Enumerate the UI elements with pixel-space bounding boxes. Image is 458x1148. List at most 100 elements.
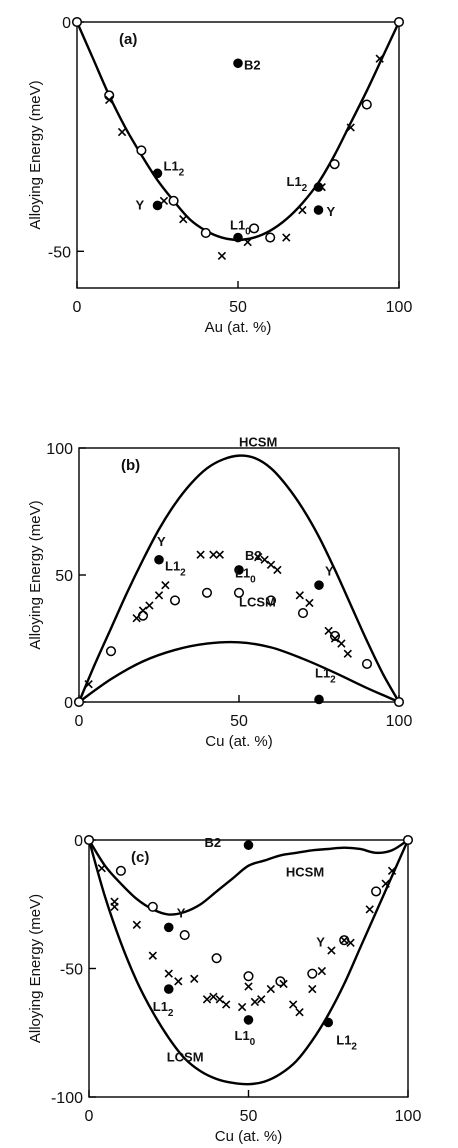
cross-point [288,1000,298,1009]
open-circle-point [83,834,95,846]
x-axis-title: Cu (at. %) [205,733,273,750]
filled-circle-point [243,1015,254,1025]
y-tick-label: 100 [46,441,73,458]
x-tick-label: 50 [230,713,248,730]
cross-point [295,1008,304,1017]
cross-point [254,553,263,562]
cross-point [154,591,164,600]
filled-circle-point [323,1017,334,1028]
x-tick-label: 0 [75,713,84,730]
cross-point [282,233,291,242]
cross-point [260,555,269,564]
cross-point [97,864,106,873]
point-annotation: Y [177,905,186,920]
filled-circle-point [314,580,324,590]
open-circle-point [211,953,222,964]
cross-point [237,1002,247,1012]
lcsm-curve [87,839,410,1086]
point-annotation: B2 [205,835,222,850]
x-tick-label: 100 [386,299,413,316]
point-annotation: L12 [165,558,186,578]
filled-circle-point [243,840,254,850]
open-circle-point [201,587,213,598]
filled-circle-point [233,232,243,243]
cross-point [375,54,384,63]
hcsm-curve [77,454,401,703]
point-annotation: B2 [245,548,262,563]
y-tick-label: -50 [60,962,83,979]
point-annotation: B2 [244,57,261,72]
cross-point [346,123,355,132]
cross-point [308,984,317,994]
filled-circle-point [234,565,244,575]
open-circle-point [169,595,181,606]
cross-point [110,902,119,911]
cross-point [381,879,390,888]
plot-frame [88,839,409,1098]
point-annotation: L12 [164,158,185,178]
x-tick-label: 100 [395,1108,422,1125]
filled-circle-point [313,205,324,215]
open-circle-point [179,930,190,941]
point-annotation: L12 [315,665,336,685]
y-tick-label: 0 [74,833,83,850]
cross-point [132,920,142,929]
cross-point [330,634,340,643]
open-circle-point [329,630,341,642]
filled-circle-point [233,58,243,69]
cross-point [244,982,253,991]
filled-circle-point [163,984,174,994]
open-circle-point [307,968,318,979]
cross-point [159,196,169,206]
cross-point [387,866,397,876]
cross-point [117,127,127,137]
cross-point [161,580,170,590]
y-axis-title: Alloying Energy (meV) [27,894,44,1043]
y-tick-label: -100 [51,1090,83,1107]
open-circle-point [147,901,158,912]
point-annotation: Y [157,534,166,549]
y-tick-label: 0 [62,15,71,32]
cross-point [196,550,205,559]
open-circle-point [115,865,126,876]
open-circle-point [361,658,373,669]
cross-point [295,591,304,600]
open-circle-point [233,587,245,598]
open-circle-point [361,99,372,110]
cross-point [148,951,157,960]
cross-point [174,977,183,986]
cross-point [132,614,141,623]
open-circle-point [200,227,211,239]
cross-point [317,182,326,192]
point-annotation: Y [316,935,325,950]
point-annotation: L10 [230,218,251,238]
point-annotation: L10 [235,566,256,586]
cross-point [340,936,349,945]
cross-point [257,995,266,1004]
cross-point [266,560,276,570]
open-circle-point [168,195,179,206]
point-annotation: L12 [287,174,308,194]
point-annotation: HCSM [286,865,324,880]
cross-point [164,969,173,978]
y-axis-title: Alloying Energy (meV) [27,500,44,649]
cross-point [317,966,327,976]
panel-label: (b) [121,457,140,474]
hcsm-curve [87,838,409,916]
point-annotation: HCSM [239,434,277,449]
panel-c: 0 50 100 0 -50 -100 Cu (at. %) Alloying Energy … [27,833,421,1145]
y-tick-label: -50 [48,244,71,261]
cross-point [324,626,333,636]
cross-point [145,601,154,610]
point-annotation: Y [327,204,336,219]
cross-point [209,550,218,559]
cross-point [217,251,227,261]
y-tick-label: 0 [64,695,73,712]
open-circle-point [136,145,147,156]
cross-point [266,984,275,994]
open-circle-point [249,223,260,234]
open-circle-point [393,16,405,28]
point-annotation: L10 [235,1028,256,1048]
cross-point [215,550,224,559]
